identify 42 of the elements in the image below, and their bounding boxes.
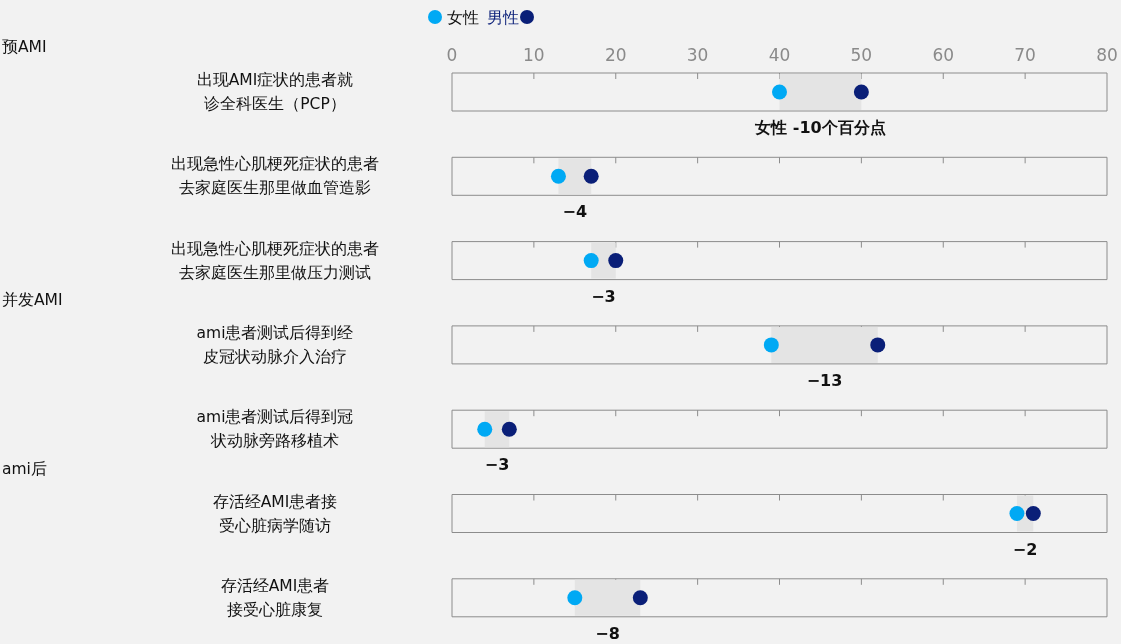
x-tick-label: 0 — [446, 45, 458, 65]
point — [853, 84, 869, 100]
x-tick-label: 60 — [932, 45, 955, 65]
point — [870, 337, 886, 353]
annotation: −13 — [806, 370, 843, 390]
y-tick-label: ami患者测试后得到冠状动脉旁路移植术 — [196, 408, 354, 451]
point — [477, 421, 493, 437]
annotation: −3 — [484, 455, 510, 475]
y-tick-label: 出现急性心肌梗死症状的患者去家庭医生那里做压力测试 — [171, 239, 379, 282]
x-tick-label: 10 — [523, 45, 545, 65]
point — [1009, 506, 1025, 521]
point — [550, 168, 566, 184]
point — [1025, 506, 1041, 521]
annotation: −3 — [591, 286, 616, 306]
x-tick-label: 50 — [850, 45, 873, 65]
legend: 女性 男性 — [428, 8, 534, 27]
legend-label: 女性 — [447, 8, 479, 27]
annotation: −2 — [1012, 539, 1038, 559]
point — [501, 421, 517, 437]
point — [567, 590, 583, 606]
y-tick-label: 出现急性心肌梗死症状的患者去家庭医生那里做血管造影 — [171, 155, 379, 198]
x-tick-label: 80 — [1096, 45, 1118, 65]
annotation: −4 — [562, 202, 588, 222]
x-tick-label: 70 — [1014, 45, 1036, 65]
y-tick-label: ami患者测试后得到经皮冠状动脉介入治疗 — [196, 323, 354, 366]
x-tick-label: 40 — [768, 45, 791, 65]
annotation: 女性 -10个百分点 — [754, 118, 886, 137]
y-tick-label: 存活经AMI患者接受心脏康复 — [220, 576, 330, 619]
text: ami后 — [2, 459, 47, 478]
point — [772, 84, 787, 100]
y-tick-label: 出现AMI症状的患者就诊全科医生（PCP） — [196, 71, 354, 113]
point — [583, 168, 599, 184]
annotation: −8 — [595, 623, 620, 643]
x-tick-label: 20 — [604, 45, 627, 65]
point — [763, 337, 779, 353]
text: 并发AMI — [2, 290, 63, 309]
x-tick-label: 30 — [686, 45, 709, 65]
point — [583, 253, 599, 269]
text: 预AMI — [2, 38, 47, 56]
y-tick-label: 存活经AMI患者接受心脏病学随访 — [212, 492, 338, 535]
point — [608, 253, 624, 269]
point — [632, 590, 648, 606]
